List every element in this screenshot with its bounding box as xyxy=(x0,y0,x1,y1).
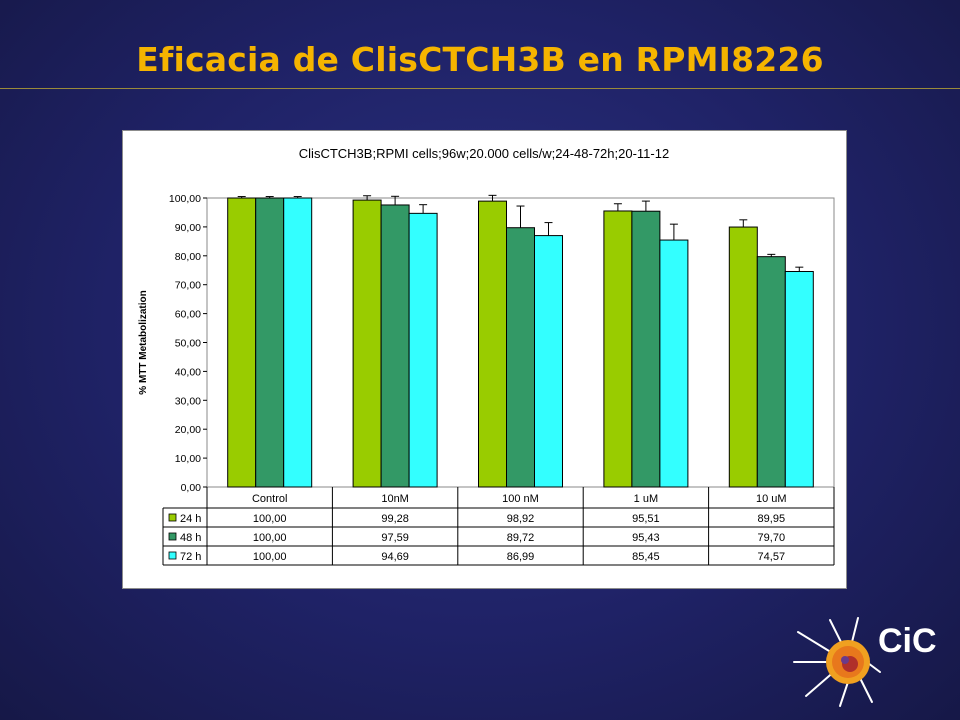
bar-chart: ClisCTCH3B;RPMI cells;96w;20.000 cells/w… xyxy=(138,146,835,566)
bar xyxy=(408,212,438,488)
bar xyxy=(352,199,382,488)
bar xyxy=(380,204,410,488)
chart-panel: ClisCTCH3B;RPMI cells;96w;20.000 cells/w… xyxy=(122,130,847,589)
logo-text: CiC xyxy=(878,622,937,660)
title-divider xyxy=(0,88,960,89)
y-tick-label: 80,00 xyxy=(175,251,201,263)
bar xyxy=(728,226,758,488)
bar xyxy=(756,256,786,488)
data-label: 97,59 xyxy=(381,532,409,544)
bar xyxy=(478,200,507,488)
legend-swatch xyxy=(168,513,177,522)
legend-label: 24 h xyxy=(180,513,201,525)
data-label: 89,72 xyxy=(507,532,535,544)
data-label: 95,43 xyxy=(632,532,660,544)
data-label: 86,99 xyxy=(507,551,535,563)
y-tick-label: 100,00 xyxy=(169,193,201,205)
bar xyxy=(255,197,285,488)
data-label: 100,00 xyxy=(253,532,287,544)
x-category-label: Control xyxy=(252,493,287,505)
legend-swatch xyxy=(168,551,177,560)
y-tick-label: 40,00 xyxy=(175,366,201,378)
x-category-label: 10 uM xyxy=(756,493,787,505)
data-label: 95,51 xyxy=(632,513,660,525)
bar xyxy=(506,227,535,488)
bar xyxy=(283,197,313,488)
y-tick-label: 10,00 xyxy=(175,453,201,465)
x-category-label: 100 nM xyxy=(502,493,539,505)
data-label: 99,28 xyxy=(381,513,409,525)
x-category-label: 1 uM xyxy=(634,493,658,505)
legend-label: 72 h xyxy=(180,551,201,563)
data-label: 100,00 xyxy=(253,513,287,525)
data-label: 85,45 xyxy=(632,551,660,563)
bar xyxy=(659,239,689,488)
y-tick-label: 20,00 xyxy=(175,424,201,436)
data-label: 89,95 xyxy=(758,513,786,525)
y-tick-label: 0,00 xyxy=(181,482,202,494)
legend-label: 48 h xyxy=(180,532,201,544)
slide-title: Eficacia de ClisCTCH3B en RPMI8226 xyxy=(136,40,824,79)
bar xyxy=(603,210,633,488)
data-label: 98,92 xyxy=(507,513,535,525)
data-label: 79,70 xyxy=(758,532,786,544)
data-label: 94,69 xyxy=(381,551,409,563)
data-label: 74,57 xyxy=(758,551,786,563)
y-tick-label: 50,00 xyxy=(175,338,201,350)
y-axis-label: % MTT Metabolization xyxy=(138,290,149,394)
data-label: 100,00 xyxy=(253,551,287,563)
cell-logo-icon: CiC xyxy=(793,617,937,707)
chart-title: ClisCTCH3B;RPMI cells;96w;20.000 cells/w… xyxy=(299,146,669,161)
cic-logo: CiC xyxy=(790,610,950,710)
y-tick-label: 60,00 xyxy=(175,309,201,321)
bar xyxy=(227,197,257,488)
x-category-label: 10nM xyxy=(381,493,409,505)
bar xyxy=(784,270,814,488)
y-tick-label: 90,00 xyxy=(175,222,201,234)
legend-swatch xyxy=(168,532,177,541)
bar xyxy=(534,235,563,488)
y-tick-label: 70,00 xyxy=(175,280,201,292)
bar xyxy=(631,210,661,488)
y-tick-label: 30,00 xyxy=(175,395,201,407)
